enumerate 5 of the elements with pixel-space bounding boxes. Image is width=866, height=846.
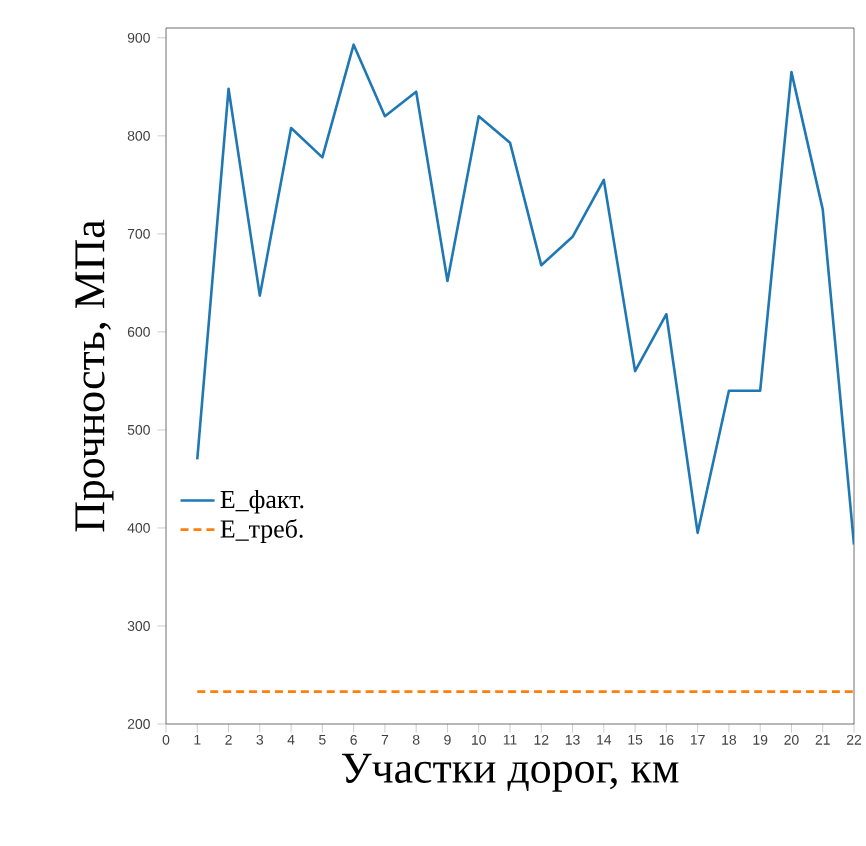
legend-label: E_треб. xyxy=(220,518,303,543)
y-axis-title: Прочность, МПа xyxy=(75,219,114,532)
x-axis-title: Участки дорог, км xyxy=(341,753,679,792)
line-series xyxy=(195,43,854,546)
legend-label: E_факт. xyxy=(220,489,304,514)
